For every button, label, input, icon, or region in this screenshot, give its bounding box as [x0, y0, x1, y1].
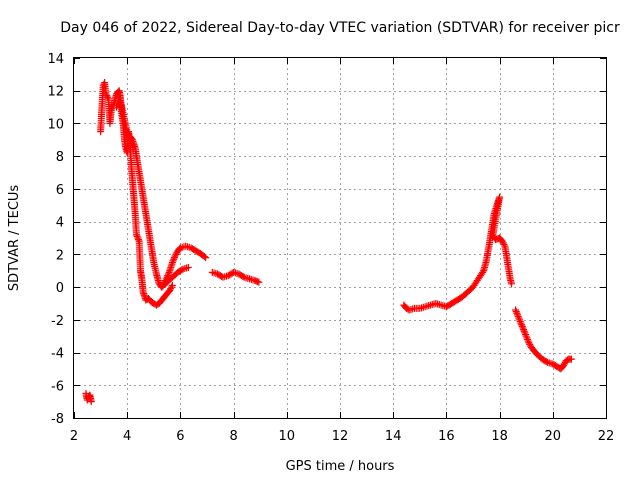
series-morning-upper-branch: [113, 95, 210, 291]
y-tick-label: -4: [51, 347, 64, 362]
data-point: [512, 306, 520, 314]
data-point: [168, 281, 176, 289]
data-point: [107, 106, 115, 114]
chart-title: Day 046 of 2022, Sidereal Day-to-day VTE…: [60, 20, 620, 36]
data-point: [87, 398, 95, 406]
data-point: [108, 105, 116, 113]
series-late-decline: [512, 306, 575, 373]
y-tick-label: 10: [47, 117, 64, 132]
grid: [74, 58, 606, 418]
data-point: [520, 327, 528, 335]
y-tick-label: 6: [56, 183, 64, 198]
series-secondary-rise: [158, 263, 192, 291]
data-point: [513, 309, 521, 317]
x-tick-label: 10: [279, 429, 296, 444]
axis-ticks: [74, 58, 607, 419]
data-point: [518, 321, 526, 329]
data-point: [133, 231, 141, 239]
y-tick-label: 8: [56, 150, 64, 165]
data-points: [82, 79, 575, 406]
data-point: [515, 314, 523, 322]
data-point: [134, 234, 142, 242]
data-point: [170, 255, 178, 263]
data-point: [500, 241, 508, 249]
data-point: [522, 332, 530, 340]
y-tick-label: -6: [51, 379, 64, 394]
data-point: [524, 337, 532, 345]
data-point: [479, 268, 487, 276]
data-point: [512, 308, 520, 316]
data-point: [519, 324, 527, 332]
data-point: [524, 335, 532, 343]
x-tick-label: 22: [598, 429, 615, 444]
y-tick-label: 4: [56, 216, 64, 231]
data-point: [514, 311, 522, 319]
data-point: [133, 232, 141, 240]
x-tick-label: 6: [176, 429, 184, 444]
data-point: [517, 319, 525, 327]
data-point: [168, 259, 176, 267]
data-point: [516, 316, 524, 324]
y-tick-label: -2: [51, 314, 64, 329]
x-tick-label: 8: [229, 429, 237, 444]
data-point: [184, 263, 192, 271]
data-point: [164, 270, 172, 278]
data-point: [170, 254, 178, 262]
x-tick-label: 4: [123, 429, 131, 444]
data-point: [178, 266, 186, 274]
y-tick-label: -8: [51, 412, 64, 427]
x-tick-label: 2: [70, 429, 78, 444]
data-point: [239, 272, 247, 280]
data-point: [202, 254, 210, 262]
y-tick-label: 0: [56, 281, 64, 296]
series-morning-peak: [97, 79, 176, 309]
series-midday-segment: [208, 268, 263, 286]
y-axis-label: SDTVAR / TECUs: [7, 185, 22, 292]
y-tick-label: 12: [47, 85, 64, 100]
x-tick-label: 16: [438, 429, 455, 444]
data-point: [514, 313, 522, 321]
x-tick-label: 18: [491, 429, 508, 444]
data-point: [169, 257, 177, 265]
data-point: [522, 331, 530, 339]
data-point: [516, 317, 524, 325]
data-point: [168, 283, 176, 291]
data-point: [518, 322, 526, 330]
x-tick-labels: 2 4 6 8 10 12 14 16 18 20 22: [70, 429, 614, 444]
y-tick-label: 2: [56, 248, 64, 263]
data-point: [521, 329, 529, 337]
x-tick-label: 12: [332, 429, 349, 444]
data-point: [542, 358, 550, 366]
x-tick-label: 20: [545, 429, 562, 444]
data-point: [200, 253, 208, 261]
data-point: [508, 280, 516, 288]
data-point: [520, 326, 528, 334]
plot-frame: [73, 57, 607, 419]
y-tick-label: 14: [47, 52, 64, 67]
series-evening-segment: [400, 193, 516, 314]
x-tick-label: 14: [385, 429, 402, 444]
y-tick-labels: -8 -6 -4 -2 0 2 4 6 8 10 12 14: [47, 52, 64, 427]
data-point: [567, 355, 575, 363]
series-early-outlier: [82, 389, 95, 406]
data-point: [165, 268, 173, 276]
x-axis-label: GPS time / hours: [286, 459, 395, 474]
data-point: [523, 334, 531, 342]
data-point: [104, 93, 112, 101]
data-point: [255, 278, 263, 286]
data-point: [135, 236, 143, 244]
